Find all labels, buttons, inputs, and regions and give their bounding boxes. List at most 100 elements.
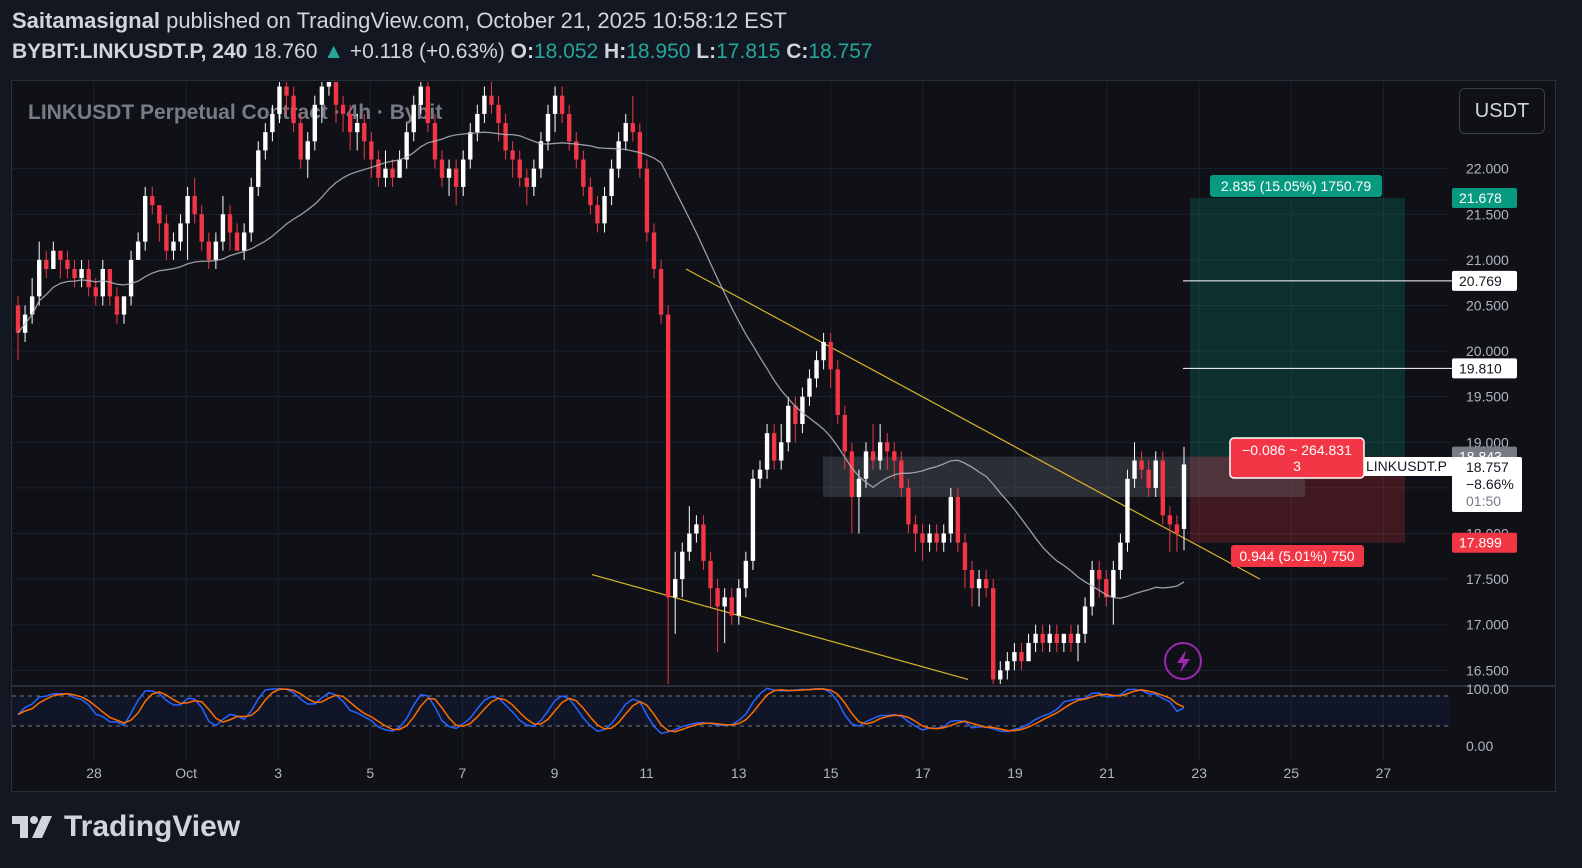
candle-body [58,250,63,260]
candle-body [425,86,431,124]
candle-body [771,433,777,461]
candle-body [722,597,727,607]
candle-body [991,588,996,680]
candle-body [256,150,261,187]
candle-body [559,95,565,114]
publisher-name[interactable]: Saitamasignal [12,8,160,33]
candle-body [673,579,678,598]
candle-body [757,469,763,479]
up-triangle-icon: ▲ [323,40,345,63]
candle-body [206,241,211,260]
candle-body [835,369,840,415]
candle-body [743,560,749,589]
candle-body [312,104,317,142]
candle-body [51,250,56,269]
x-tick-label: 15 [823,765,839,781]
candle-body [241,232,247,251]
candle-body [814,360,819,379]
candle-body [906,487,911,525]
candle-body [1104,579,1109,598]
candle-body [468,132,473,160]
chart-frame[interactable] [11,80,1556,792]
candle-body [65,259,70,269]
x-tick-label: 27 [1376,765,1392,781]
trendline-lower [591,573,969,681]
candle-body [418,86,423,105]
candle-body [793,405,798,425]
last-price: 18.760 [253,40,318,63]
candle-body [37,259,42,297]
low-label: L: [696,40,717,63]
candle-body [1139,460,1144,470]
candle-body [870,451,876,461]
candle-body [44,259,49,269]
candle-body [340,104,346,114]
candle-body [595,205,600,224]
y-tick-label: 19.000 [1466,434,1509,450]
x-tick-label: Oct [175,765,197,781]
candle-body [1061,633,1067,643]
lightning-icon [1164,642,1202,680]
candle-body [1089,569,1095,607]
open-value: 18.052 [533,40,599,63]
candle-body [72,268,77,279]
candle-body [298,123,303,160]
candle-body [227,214,233,233]
candles [15,82,1261,684]
candle-body [1153,460,1158,488]
candle-body [750,478,756,561]
candle-body [602,196,607,224]
candle-body [545,113,551,142]
candle-body [708,560,713,589]
candle-body [1146,469,1151,488]
candle-body [355,123,360,133]
entry-label-bg [1229,437,1365,479]
candle-body [637,132,643,169]
candle-body [680,551,685,580]
candle-body [284,86,289,96]
candle-body [581,159,586,187]
candle-body [609,168,614,197]
candle-body [93,287,98,297]
candle-body [1054,633,1059,643]
candle-body [552,95,558,114]
candle-body [150,196,155,206]
candle-body [856,478,862,498]
candle-body [842,414,847,452]
candle-body [461,159,466,187]
moving-average-line [17,131,1185,599]
price-tag-last-bg [1452,457,1522,512]
candle-body [1082,606,1088,634]
symbol-tag-bg [1362,457,1452,476]
candle-body [114,296,120,315]
candle-body [1019,652,1024,662]
candle-body [800,396,805,425]
close-value: 18.757 [808,40,873,63]
candle-body [998,670,1003,680]
currency-button[interactable]: USDT [1459,88,1545,134]
candle-body [1111,569,1116,598]
tradingview-logo[interactable]: TradingView [12,810,240,844]
entry-label-line2: 3 [1293,458,1301,474]
stoch-band [12,696,1450,726]
candle-body [821,341,826,361]
candle-body [326,82,332,87]
trendline-upper [685,268,1261,580]
low-value: 17.815 [716,40,781,63]
x-tick-label: 7 [459,765,467,781]
price-tag-target: 21.678 [1459,190,1502,206]
price-tag-target-bg [1452,188,1517,209]
symbol-label: BYBIT:LINKUSDT.P, 240 [12,40,248,63]
candle-body [376,159,381,178]
candle-body [786,405,791,443]
candle-body [199,214,204,242]
candle-body [362,123,367,142]
osc-tick-label: 0.00 [1466,738,1493,754]
candle-body [658,268,664,315]
candle-body [927,533,932,543]
price-change: +0.118 (+0.63%) [349,40,505,63]
candle-body [1118,542,1123,570]
candle-body [948,497,953,534]
price-tag-tp2: 20.769 [1459,273,1502,289]
